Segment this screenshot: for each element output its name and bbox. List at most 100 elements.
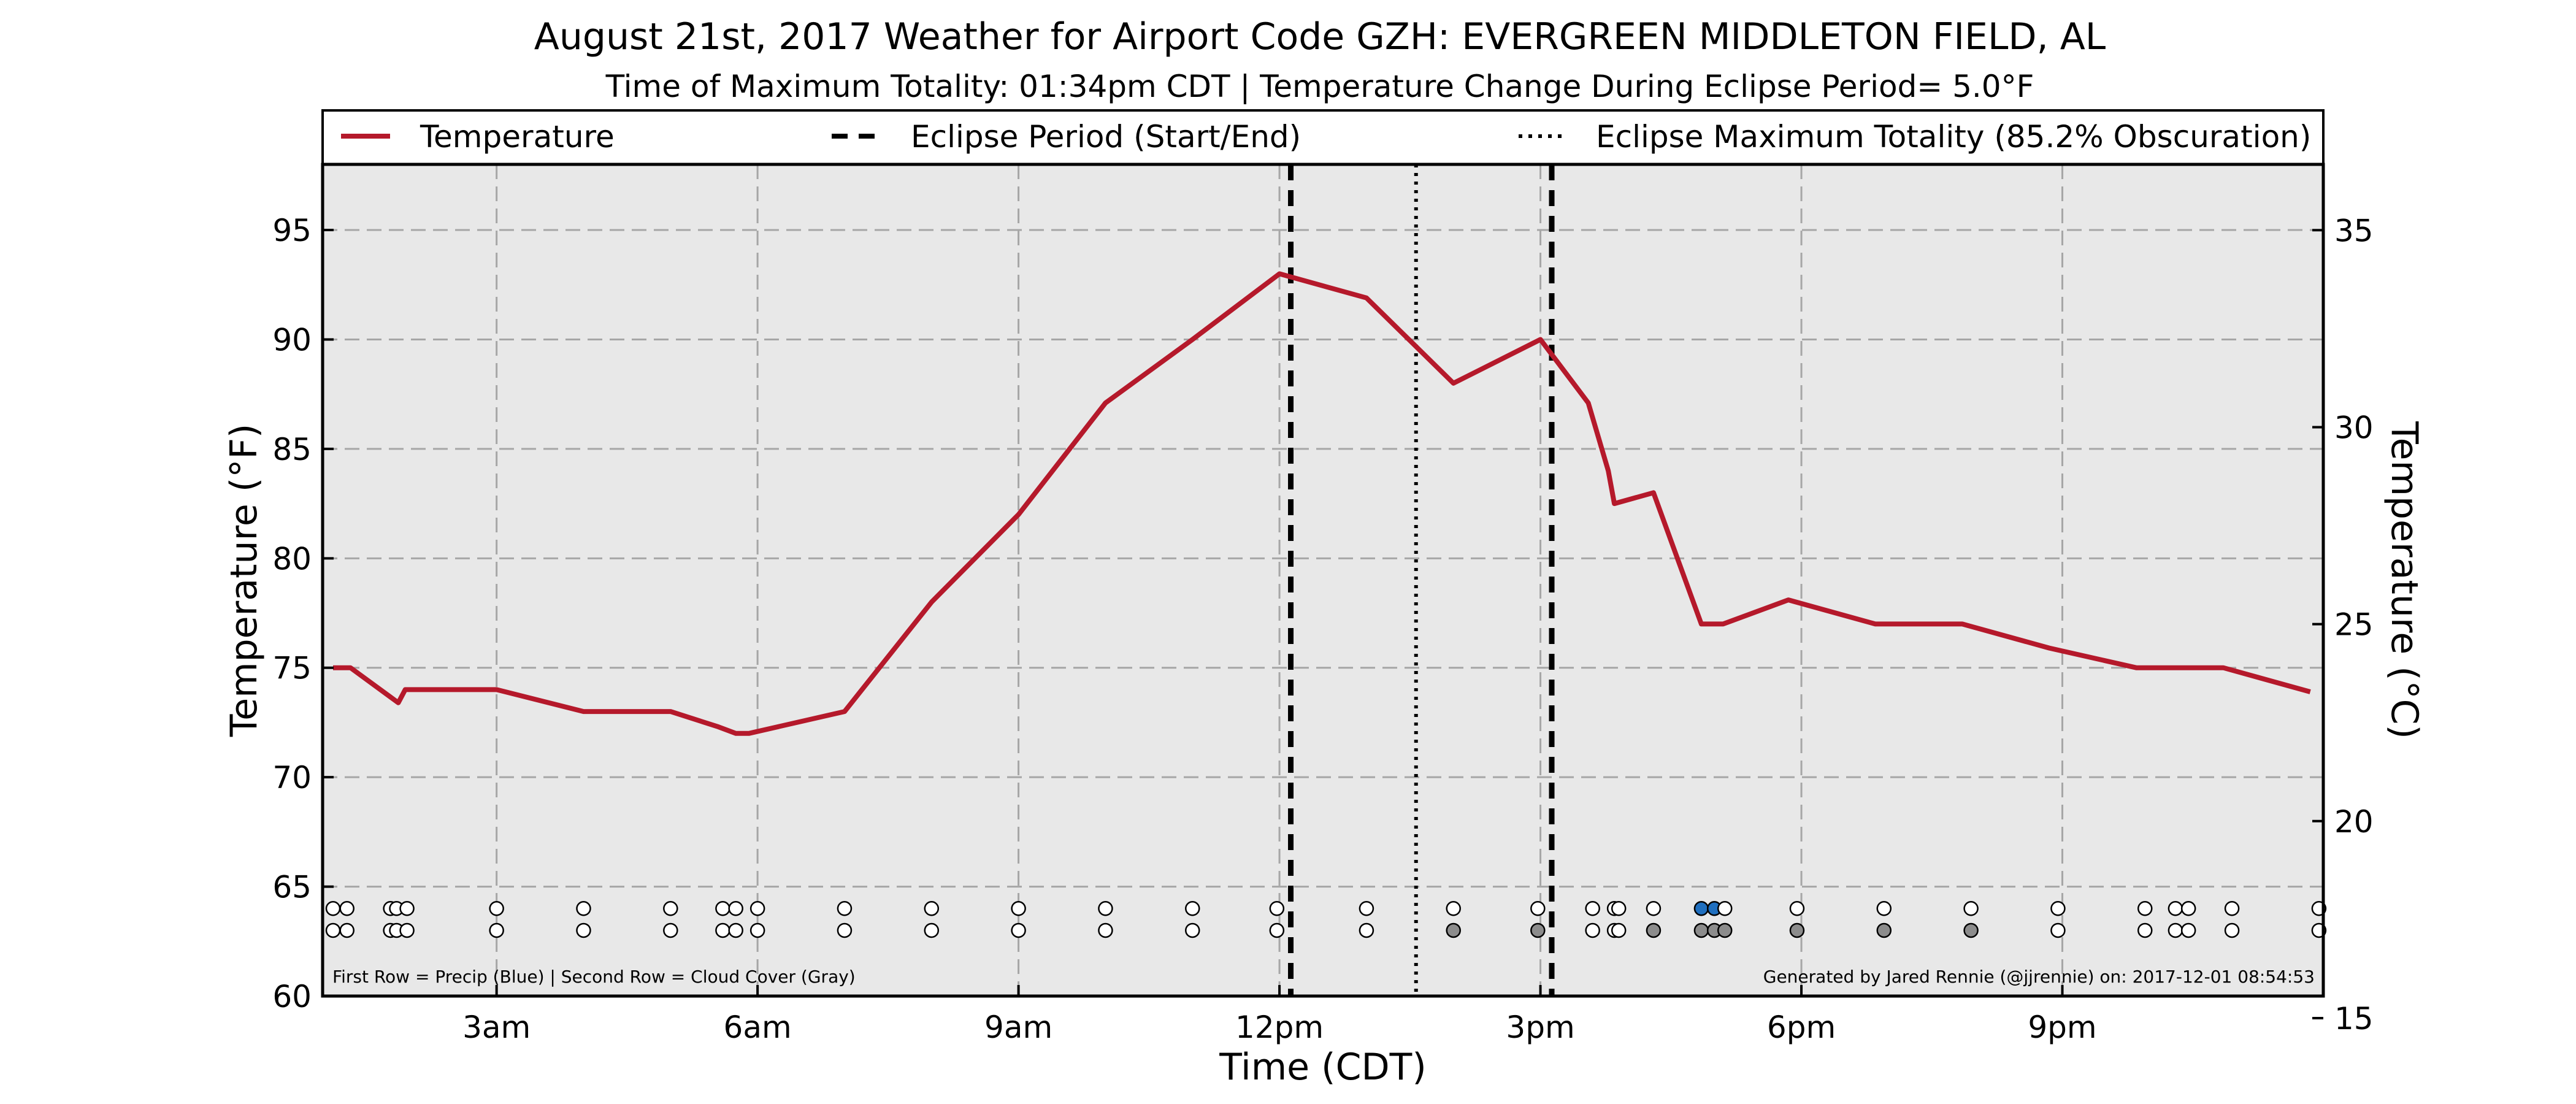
- precip-marker-33: [2180, 901, 2196, 916]
- observation-markers: [325, 901, 2327, 938]
- precip-marker-34: [2224, 901, 2240, 916]
- cloud-marker-22: [1611, 922, 1627, 938]
- precip-marker-1: [339, 901, 355, 916]
- cloud-marker-14: [1098, 922, 1113, 938]
- legend: Temperature Eclipse Period (Start/End) E…: [321, 109, 2325, 166]
- precip-marker-27: [1789, 901, 1805, 916]
- precip-marker-22: [1611, 901, 1627, 916]
- cloud-marker-0: [325, 922, 341, 938]
- y-axis-label-left: Temperature (°F): [223, 424, 266, 737]
- precip-marker-11: [837, 901, 853, 916]
- legend-temperature-label: Temperature: [420, 119, 615, 155]
- x-tick-label-1: 6am: [724, 1010, 792, 1045]
- cloud-marker-10: [749, 922, 765, 938]
- cloud-marker-6: [576, 922, 591, 938]
- y-tick-label-2: 70: [272, 760, 312, 795]
- legend-max-totality-label: Eclipse Maximum Totality (85.2% Obscurat…: [1596, 119, 2311, 155]
- cloud-marker-13: [1011, 922, 1026, 938]
- cloud-marker-24: [1693, 922, 1709, 938]
- x-axis-ticks: 3am 6am 9am 12pm 3pm 6pm 9pm: [462, 985, 2097, 1045]
- plot-frame: [321, 163, 2325, 998]
- temperature-line: [333, 271, 2311, 736]
- x-axis-label: Time (CDT): [1219, 1046, 1426, 1089]
- y-right-tick-label-3: 30: [2334, 410, 2374, 445]
- x-tick-label-0: 3am: [462, 1010, 531, 1045]
- cloud-marker-31: [2137, 922, 2153, 938]
- cloud-marker-27: [1789, 922, 1805, 938]
- cloud-marker-28: [1876, 922, 1892, 938]
- precip-marker-20: [1585, 901, 1600, 916]
- cloud-marker-12: [924, 922, 940, 938]
- cloud-marker-17: [1359, 922, 1374, 938]
- eclipse-markers: [1288, 164, 1555, 996]
- precip-marker-30: [2050, 901, 2066, 916]
- precip-marker-12: [924, 901, 940, 916]
- cloud-marker-33: [2180, 922, 2196, 938]
- precip-marker-18: [1446, 901, 1461, 916]
- cloud-marker-15: [1185, 922, 1200, 938]
- x-tick-label-3: 12pm: [1235, 1010, 1324, 1045]
- cloud-marker-5: [489, 922, 504, 938]
- cloud-marker-1: [339, 922, 355, 938]
- precip-marker-24: [1693, 901, 1709, 916]
- x-tick-label-5: 6pm: [1767, 1010, 1836, 1045]
- precip-marker-10: [749, 901, 765, 916]
- cloud-marker-29: [1963, 922, 1979, 938]
- cloud-marker-16: [1269, 922, 1285, 938]
- y-right-tick-label-1: 20: [2334, 804, 2374, 840]
- footer-right-note: Generated by Jared Rennie (@jjrennie) on…: [1763, 967, 2315, 987]
- cloud-marker-34: [2224, 922, 2240, 938]
- precip-marker-9: [728, 901, 743, 916]
- grid-lines: [323, 164, 2323, 996]
- cloud-marker-18: [1446, 922, 1461, 938]
- precip-marker-8: [715, 901, 730, 916]
- cloud-marker-26: [1717, 922, 1733, 938]
- precip-marker-19: [1530, 901, 1546, 916]
- cloud-marker-9: [728, 922, 743, 938]
- precip-marker-16: [1269, 901, 1285, 916]
- x-tick-label-6: 9pm: [2028, 1010, 2096, 1045]
- chart-title: August 21st, 2017 Weather for Airport Co…: [534, 15, 2106, 58]
- precip-marker-23: [1646, 901, 1662, 916]
- cloud-marker-30: [2050, 922, 2066, 938]
- precip-marker-28: [1876, 901, 1892, 916]
- cloud-marker-32: [2168, 922, 2183, 938]
- cloud-marker-23: [1646, 922, 1662, 938]
- precip-marker-26: [1717, 901, 1733, 916]
- cloud-marker-11: [837, 922, 853, 938]
- precip-marker-7: [663, 901, 678, 916]
- cloud-marker-19: [1530, 922, 1546, 938]
- y-axis-ticks-right: 15 20 25 30 35: [2312, 213, 2374, 1037]
- y-axis-label-right: Temperature (°C): [2383, 421, 2426, 739]
- y-tick-label-5: 85: [272, 432, 312, 467]
- y-right-tick-label-0: 15: [2334, 1001, 2374, 1037]
- precip-marker-17: [1359, 901, 1374, 916]
- precip-marker-31: [2137, 901, 2153, 916]
- footer-left-note: First Row = Precip (Blue) | Second Row =…: [332, 967, 856, 987]
- y-tick-label-1: 65: [272, 870, 312, 905]
- y-tick-label-6: 90: [272, 322, 312, 358]
- plot-area: [323, 164, 2323, 996]
- x-tick-label-4: 3pm: [1506, 1010, 1574, 1045]
- x-tick-label-2: 9am: [984, 1010, 1052, 1045]
- precip-marker-13: [1011, 901, 1026, 916]
- legend-box: [321, 109, 2325, 166]
- precip-marker-15: [1185, 901, 1200, 916]
- precip-marker-4: [399, 901, 415, 916]
- precip-marker-6: [576, 901, 591, 916]
- y-tick-label-3: 75: [272, 651, 312, 686]
- precip-marker-5: [489, 901, 504, 916]
- y-axis-ticks-left: 60 65 70 75 80 85 90 95: [272, 213, 334, 1014]
- y-tick-label-7: 95: [272, 213, 312, 248]
- precip-marker-29: [1963, 901, 1979, 916]
- y-tick-label-0: 60: [272, 979, 312, 1014]
- cloud-marker-8: [715, 922, 730, 938]
- precip-marker-32: [2168, 901, 2183, 916]
- precip-marker-0: [325, 901, 341, 916]
- temperature-series: [333, 271, 2311, 736]
- precip-marker-14: [1098, 901, 1113, 916]
- cloud-marker-7: [663, 922, 678, 938]
- chart-subtitle: Time of Maximum Totality: 01:34pm CDT | …: [605, 69, 2034, 104]
- cloud-marker-4: [399, 922, 415, 938]
